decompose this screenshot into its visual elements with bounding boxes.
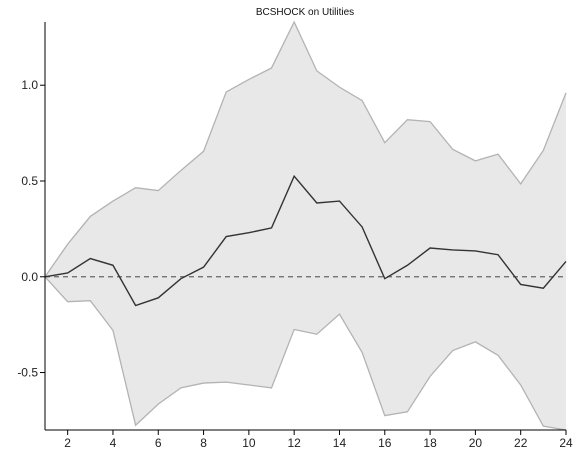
y-tick-label: 0.5 xyxy=(21,174,38,188)
x-tick-label: 16 xyxy=(378,436,392,450)
x-tick-label: 24 xyxy=(559,436,573,450)
y-tick-label: 0.0 xyxy=(21,270,38,284)
upper-band-line xyxy=(44,20,567,278)
x-tick-label: 20 xyxy=(469,436,483,450)
lower-band-line xyxy=(44,276,567,431)
x-tick-label: 14 xyxy=(333,436,347,450)
x-tick-label: 10 xyxy=(242,436,256,450)
axes: -0.50.00.51.02 4 6 8 10 12 14 16 18 20 22 24 xyxy=(17,22,573,450)
response-line xyxy=(44,174,567,307)
x-tick-label: 8 xyxy=(200,436,207,450)
plot-area xyxy=(44,20,567,431)
chart-title: BCSHOCK on Utilities xyxy=(256,7,354,18)
x-tick-label: 22 xyxy=(514,436,528,450)
x-tick-label: 2 xyxy=(64,436,71,450)
y-tick-label: 1.0 xyxy=(21,78,38,92)
x-tick-label: 4 xyxy=(110,436,117,450)
confidence-band-fill xyxy=(45,22,566,430)
x-tick-label: 12 xyxy=(287,436,301,450)
x-tick-label: 18 xyxy=(423,436,437,450)
x-tick-label: 6 xyxy=(155,436,162,450)
y-tick-label: -0.5 xyxy=(17,366,38,380)
